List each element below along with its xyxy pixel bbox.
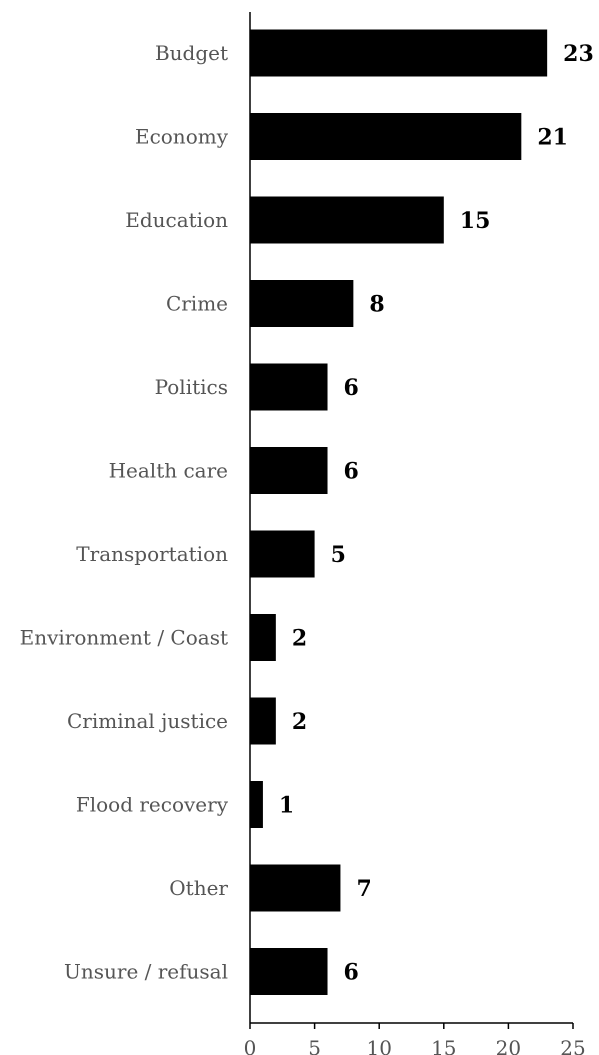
data-label: 2 [292,709,307,735]
bar-5 [250,447,328,494]
category-label: Education [125,208,228,232]
data-label: 1 [279,793,294,819]
bar-4 [250,363,328,411]
category-label: Politics [155,375,228,399]
x-tick-label: 25 [560,1036,585,1055]
data-label: 7 [356,876,371,902]
x-axis-tick-labels: 0 5 10 15 20 25 [244,1036,586,1055]
data-label: 8 [369,292,384,318]
bar-9 [250,781,263,828]
x-tick-label: 15 [431,1036,456,1055]
category-labels: Budget Economy Education Crime Politics Healt… [20,41,229,984]
category-label: Budget [155,41,228,65]
data-label: 6 [344,459,359,485]
x-tick-label: 0 [244,1036,257,1055]
bar-10 [250,864,341,912]
category-label: Transportation [76,542,228,566]
data-label: 2 [292,626,307,652]
x-tick-label: 5 [308,1036,321,1055]
x-tick-label: 20 [496,1036,521,1055]
data-label: 6 [344,960,359,986]
data-label: 5 [331,542,346,568]
bar-3 [250,280,354,327]
category-label: Criminal justice [67,709,228,733]
bar-1 [250,113,522,160]
data-label: 6 [344,375,359,401]
data-label: 15 [460,208,491,234]
category-label: Health care [109,459,228,483]
bar-2 [250,196,444,244]
bar-0 [250,29,548,77]
x-tick-label: 10 [366,1036,391,1055]
bar-7 [250,614,276,661]
category-label: Economy [135,125,229,149]
category-label: Unsure / refusal [64,960,228,984]
category-label: Crime [166,292,228,316]
x-axis-ticks [249,1023,574,1029]
bar-6 [250,530,315,578]
bar-11 [250,948,328,995]
category-label: Flood recovery [76,793,229,817]
category-label: Environment / Coast [20,626,228,650]
category-label: Other [169,876,228,900]
data-label: 23 [563,41,594,67]
data-label: 21 [537,125,568,151]
bar-8 [250,697,276,745]
bars-layer [250,29,548,995]
